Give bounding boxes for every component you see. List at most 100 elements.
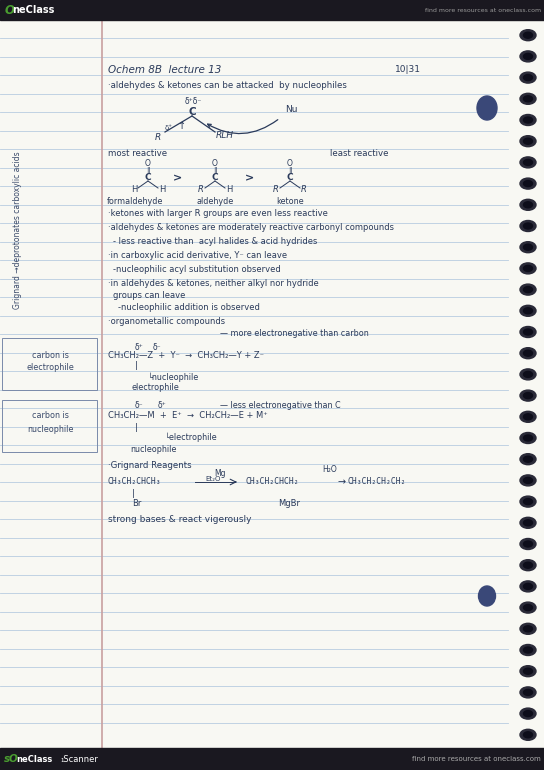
Text: ·ketones with larger R groups are even less reactive: ·ketones with larger R groups are even l… bbox=[108, 209, 328, 219]
Text: ·aldehydes & ketones can be attacked  by nucleophiles: ·aldehydes & ketones can be attacked by … bbox=[108, 81, 347, 89]
Ellipse shape bbox=[523, 202, 533, 208]
Ellipse shape bbox=[523, 75, 533, 81]
Ellipse shape bbox=[523, 181, 533, 186]
Ellipse shape bbox=[520, 199, 536, 210]
Text: CH₃CH₂CHCH₂: CH₃CH₂CHCH₂ bbox=[245, 477, 299, 487]
Ellipse shape bbox=[520, 369, 536, 380]
Ellipse shape bbox=[520, 560, 536, 571]
Text: >: > bbox=[174, 173, 183, 183]
Text: R: R bbox=[273, 186, 279, 195]
FancyArrowPatch shape bbox=[208, 119, 278, 133]
Text: →: → bbox=[338, 477, 346, 487]
Text: ·in aldehydes & ketones, neither alkyl nor hydride: ·in aldehydes & ketones, neither alkyl n… bbox=[108, 280, 319, 289]
Text: groups can leave: groups can leave bbox=[113, 290, 186, 300]
Ellipse shape bbox=[520, 581, 536, 592]
Text: H: H bbox=[159, 186, 165, 195]
Text: formaldehyde: formaldehyde bbox=[107, 196, 163, 206]
Text: R: R bbox=[155, 132, 161, 142]
Ellipse shape bbox=[520, 305, 536, 316]
Text: C: C bbox=[188, 107, 196, 117]
Text: CH₃CH₂—M  +  E⁺  →  CH₂CH₂—E + M⁺: CH₃CH₂—M + E⁺ → CH₂CH₂—E + M⁺ bbox=[108, 411, 268, 420]
Ellipse shape bbox=[520, 687, 536, 698]
Text: electrophile: electrophile bbox=[26, 363, 74, 373]
Text: RLH: RLH bbox=[216, 130, 234, 139]
Ellipse shape bbox=[523, 95, 533, 102]
Ellipse shape bbox=[523, 117, 533, 123]
Ellipse shape bbox=[477, 96, 497, 120]
Text: δ⁻: δ⁻ bbox=[153, 343, 162, 351]
Text: δ⁺: δ⁺ bbox=[158, 400, 167, 410]
Ellipse shape bbox=[520, 390, 536, 401]
Text: ↑: ↑ bbox=[178, 121, 186, 131]
Text: δ⁺: δ⁺ bbox=[135, 343, 144, 351]
Ellipse shape bbox=[523, 435, 533, 441]
Ellipse shape bbox=[523, 393, 533, 399]
Ellipse shape bbox=[520, 517, 536, 528]
Ellipse shape bbox=[523, 266, 533, 271]
Ellipse shape bbox=[520, 623, 536, 634]
Text: 10|31: 10|31 bbox=[395, 65, 421, 75]
Ellipse shape bbox=[523, 584, 533, 589]
Text: H: H bbox=[226, 186, 232, 195]
Text: δ⁻: δ⁻ bbox=[135, 400, 144, 410]
Text: least reactive: least reactive bbox=[330, 149, 388, 158]
Ellipse shape bbox=[523, 223, 533, 229]
Ellipse shape bbox=[523, 138, 533, 144]
Text: aldehyde: aldehyde bbox=[196, 196, 233, 206]
Text: ·aldehydes & ketones are moderately reactive carbonyl compounds: ·aldehydes & ketones are moderately reac… bbox=[108, 223, 394, 233]
Text: O: O bbox=[287, 159, 293, 169]
Text: nucleophile: nucleophile bbox=[27, 424, 73, 434]
Text: C: C bbox=[145, 173, 151, 182]
Text: ·organometallic compounds: ·organometallic compounds bbox=[108, 316, 225, 326]
Ellipse shape bbox=[520, 326, 536, 337]
Ellipse shape bbox=[523, 647, 533, 653]
Text: ·in carboxylic acid derivative, Y⁻ can leave: ·in carboxylic acid derivative, Y⁻ can l… bbox=[108, 252, 287, 260]
Ellipse shape bbox=[523, 159, 533, 166]
Ellipse shape bbox=[520, 708, 536, 719]
Ellipse shape bbox=[520, 284, 536, 295]
Ellipse shape bbox=[523, 626, 533, 632]
Text: CH₃CH₂CHCH₃: CH₃CH₂CHCH₃ bbox=[108, 477, 162, 487]
Ellipse shape bbox=[520, 136, 536, 147]
Text: -nucleophilic acyl substitution observed: -nucleophilic acyl substitution observed bbox=[113, 266, 281, 274]
Text: C: C bbox=[212, 173, 218, 182]
Ellipse shape bbox=[523, 711, 533, 717]
Ellipse shape bbox=[523, 308, 533, 314]
Text: └electrophile: └electrophile bbox=[165, 432, 218, 442]
Ellipse shape bbox=[523, 350, 533, 357]
Ellipse shape bbox=[523, 477, 533, 484]
Text: ‖: ‖ bbox=[146, 166, 150, 173]
Ellipse shape bbox=[523, 456, 533, 462]
Text: ‖: ‖ bbox=[288, 166, 292, 173]
Ellipse shape bbox=[520, 157, 536, 168]
Ellipse shape bbox=[520, 666, 536, 677]
Text: ‖: ‖ bbox=[213, 166, 217, 173]
Text: ₁Scanner: ₁Scanner bbox=[60, 755, 98, 764]
Ellipse shape bbox=[523, 732, 533, 738]
Ellipse shape bbox=[523, 541, 533, 547]
Ellipse shape bbox=[520, 263, 536, 274]
Ellipse shape bbox=[479, 586, 496, 606]
Ellipse shape bbox=[520, 538, 536, 550]
Ellipse shape bbox=[520, 220, 536, 232]
Ellipse shape bbox=[520, 30, 536, 41]
Text: Br: Br bbox=[132, 500, 141, 508]
Ellipse shape bbox=[520, 115, 536, 126]
Text: └nucleophile: └nucleophile bbox=[148, 373, 199, 382]
Ellipse shape bbox=[520, 496, 536, 507]
Ellipse shape bbox=[520, 178, 536, 189]
Text: ketone: ketone bbox=[276, 196, 304, 206]
Text: |: | bbox=[132, 490, 135, 498]
Text: R: R bbox=[198, 186, 204, 195]
Ellipse shape bbox=[520, 475, 536, 486]
Text: |: | bbox=[135, 423, 138, 431]
Text: δ⁺: δ⁺ bbox=[165, 125, 173, 131]
Text: carbon is: carbon is bbox=[32, 350, 69, 360]
Text: Ochem 8B  lecture 13: Ochem 8B lecture 13 bbox=[108, 65, 221, 75]
Ellipse shape bbox=[520, 8, 536, 19]
Text: R: R bbox=[301, 186, 307, 195]
Text: find more resources at oneclass.com: find more resources at oneclass.com bbox=[412, 756, 541, 762]
Text: >: > bbox=[245, 173, 255, 183]
Text: Nu: Nu bbox=[285, 105, 298, 115]
Ellipse shape bbox=[523, 499, 533, 504]
